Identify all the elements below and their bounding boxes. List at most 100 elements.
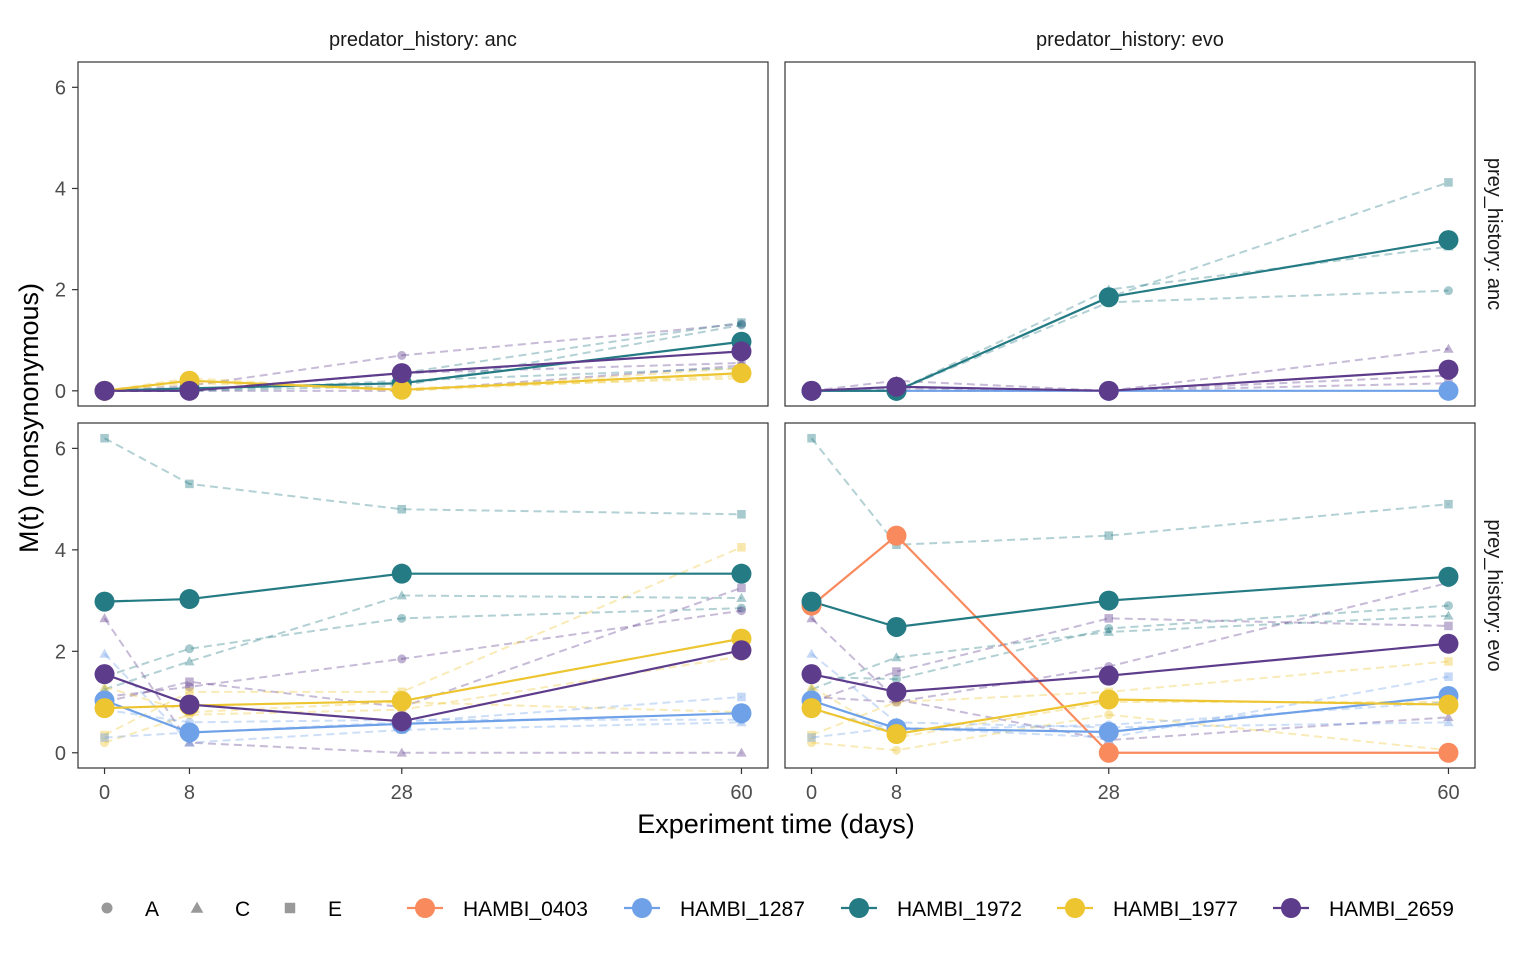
panels-layer: 0 2 4 6 predator_history: anc predator_histor… bbox=[55, 29, 1505, 804]
replicate-point-hambi_1287-C-t60 bbox=[1443, 717, 1454, 727]
mean-point-hambi_0403-t8 bbox=[886, 525, 907, 546]
replicate-point-hambi_2659-A-t28 bbox=[397, 654, 407, 664]
replicate-point-hambi_1972-A-t60 bbox=[1443, 601, 1453, 611]
replicate-point-hambi_1972-E-t0 bbox=[807, 433, 816, 443]
replicate-line-hambi_1972-E bbox=[810, 437, 1449, 546]
x-tick-label: 60 bbox=[730, 782, 752, 804]
replicate-point-hambi_2659-C-t60 bbox=[1443, 343, 1454, 353]
replicate-line-hambi_2659-A bbox=[811, 581, 1449, 704]
legend-shape-label: A bbox=[145, 898, 159, 921]
replicate-point-hambi_1972-E-t60 bbox=[1444, 499, 1453, 509]
replicate-line-hambi_1977-A bbox=[811, 713, 1449, 752]
mean-point-hambi_1972-t8 bbox=[179, 589, 200, 610]
replicate-point-hambi_1972-E-t0 bbox=[100, 433, 109, 443]
legend-shape-key bbox=[190, 901, 204, 913]
replicate-point-hambi_1287-C-t0 bbox=[806, 648, 817, 658]
replicate-point-hambi_1977-A-t28 bbox=[1104, 710, 1114, 720]
replicate-point-hambi_1972-E-t28 bbox=[397, 504, 407, 514]
plot-area bbox=[94, 433, 752, 757]
mean-point-hambi_1972-t60 bbox=[1438, 566, 1459, 587]
mean-point-hambi_2659-t8 bbox=[179, 694, 200, 715]
row-strip-label: prey_history: evo bbox=[1483, 519, 1505, 671]
plot-area bbox=[801, 178, 1459, 401]
replicate-point-hambi_2659-C-t60 bbox=[1443, 712, 1454, 722]
replicate-line-hambi_2659-C bbox=[811, 347, 1449, 392]
mean-line-hambi_1977 bbox=[811, 698, 1449, 736]
mean-line-hambi_0403 bbox=[810, 534, 1449, 754]
x-tick-label: 0 bbox=[99, 782, 110, 804]
mean-point-hambi_1977-t0 bbox=[94, 698, 115, 719]
y-tick-label: 2 bbox=[55, 280, 66, 302]
replicate-point-hambi_1287-E-t60 bbox=[737, 692, 746, 702]
mean-point-hambi_2659-t0 bbox=[801, 664, 822, 685]
replicate-point-hambi_2659-E-t8 bbox=[892, 667, 901, 676]
replicate-line-hambi_1977-E bbox=[811, 660, 1449, 736]
legend-strain-label: HAMBI_1972 bbox=[897, 898, 1022, 921]
panel-border bbox=[77, 422, 769, 769]
replicate-line-hambi_1977-E bbox=[104, 367, 742, 392]
legend: A C E HAMBI_0403 HAMBI_1287 HAMBI_1972 HAMBI_1… bbox=[101, 898, 1454, 921]
y-tick-label: 0 bbox=[55, 381, 66, 403]
replicate-point-hambi_1287-E-t0 bbox=[807, 733, 816, 742]
legend-point-key bbox=[632, 898, 652, 918]
replicate-point-hambi_1972-C-t60 bbox=[736, 592, 747, 602]
legend-item-hambi_1287: HAMBI_1287 bbox=[624, 898, 805, 921]
legend-shape-label: C bbox=[235, 898, 250, 921]
legend-strain-label: HAMBI_1287 bbox=[680, 898, 805, 921]
legend-shape-c: C bbox=[190, 898, 250, 921]
replicate-point-hambi_2659-A-t60 bbox=[736, 319, 746, 329]
y-tick-label: 2 bbox=[55, 641, 66, 663]
replicate-line-hambi_2659-E bbox=[104, 586, 742, 709]
replicate-line-hambi_1287-C bbox=[810, 653, 1449, 729]
replicate-point-hambi_2659-E-t60 bbox=[737, 583, 746, 593]
replicate-point-hambi_1977-E-t8 bbox=[892, 697, 901, 707]
panel-border bbox=[77, 61, 769, 407]
replicate-point-hambi_1287-E-t60 bbox=[1444, 672, 1453, 681]
x-tick-label: 60 bbox=[1437, 782, 1459, 804]
mean-point-hambi_1972-t60 bbox=[1438, 230, 1459, 251]
mean-point-hambi_2659-t60 bbox=[731, 640, 752, 661]
plot-area bbox=[94, 318, 752, 401]
replicate-point-hambi_1972-E-t28 bbox=[1104, 531, 1114, 540]
legend-point-key bbox=[1065, 898, 1085, 918]
x-tick-label: 0 bbox=[806, 782, 817, 804]
x-axis-title: Experiment time (days) bbox=[637, 809, 915, 839]
mean-line-hambi_2659 bbox=[811, 368, 1449, 392]
mean-point-hambi_2659-t28 bbox=[1098, 665, 1119, 686]
replicate-point-hambi_1977-E-t60 bbox=[737, 543, 746, 552]
replicate-point-hambi_1972-A-t8 bbox=[184, 644, 194, 654]
replicate-line-hambi_1972-A bbox=[104, 607, 742, 678]
mean-line-hambi_2659 bbox=[104, 350, 742, 392]
replicate-point-hambi_1977-A-t0 bbox=[807, 738, 817, 748]
legend-strain-label: HAMBI_2659 bbox=[1329, 898, 1454, 921]
mean-line-hambi_2659 bbox=[811, 642, 1449, 694]
mean-line-hambi_1972 bbox=[811, 575, 1449, 629]
replicate-line-hambi_1972-C bbox=[104, 594, 742, 691]
mean-line-hambi_1972 bbox=[104, 572, 742, 603]
mean-line-hambi_1972 bbox=[811, 238, 1449, 392]
y-tick-label: 6 bbox=[55, 77, 66, 99]
mean-point-hambi_1972-t0 bbox=[801, 591, 822, 612]
replicate-point-hambi_1972-A-t28 bbox=[397, 613, 407, 623]
x-tick-label: 28 bbox=[391, 782, 413, 804]
replicate-line-hambi_1977-E bbox=[104, 546, 742, 736]
legend-shape-key bbox=[101, 902, 113, 914]
mean-point-hambi_1977-t8 bbox=[886, 724, 907, 745]
replicate-line-hambi_1977-C bbox=[104, 685, 742, 714]
mean-point-hambi_1977-t28 bbox=[391, 691, 412, 712]
replicate-point-hambi_2659-E-t60 bbox=[1444, 621, 1453, 631]
mean-line-hambi_1977 bbox=[104, 637, 742, 710]
mean-point-hambi_2659-t0 bbox=[94, 664, 115, 685]
legend-shape-label: E bbox=[328, 898, 342, 921]
legend-item-hambi_2659: HAMBI_2659 bbox=[1273, 898, 1454, 921]
legend-item-hambi_1977: HAMBI_1977 bbox=[1057, 898, 1238, 921]
y-tick-label: 0 bbox=[55, 743, 66, 765]
replicate-point-hambi_1977-C-t0 bbox=[806, 681, 817, 691]
x-tick-label: 8 bbox=[184, 782, 195, 804]
replicate-point-hambi_1972-C-t28 bbox=[396, 590, 407, 600]
replicate-point-hambi_1972-A-t60 bbox=[736, 603, 746, 613]
y-tick-label: 4 bbox=[55, 178, 66, 200]
mean-point-hambi_1972-t28 bbox=[391, 563, 412, 584]
replicate-point-hambi_1972-E-t60 bbox=[737, 318, 746, 327]
